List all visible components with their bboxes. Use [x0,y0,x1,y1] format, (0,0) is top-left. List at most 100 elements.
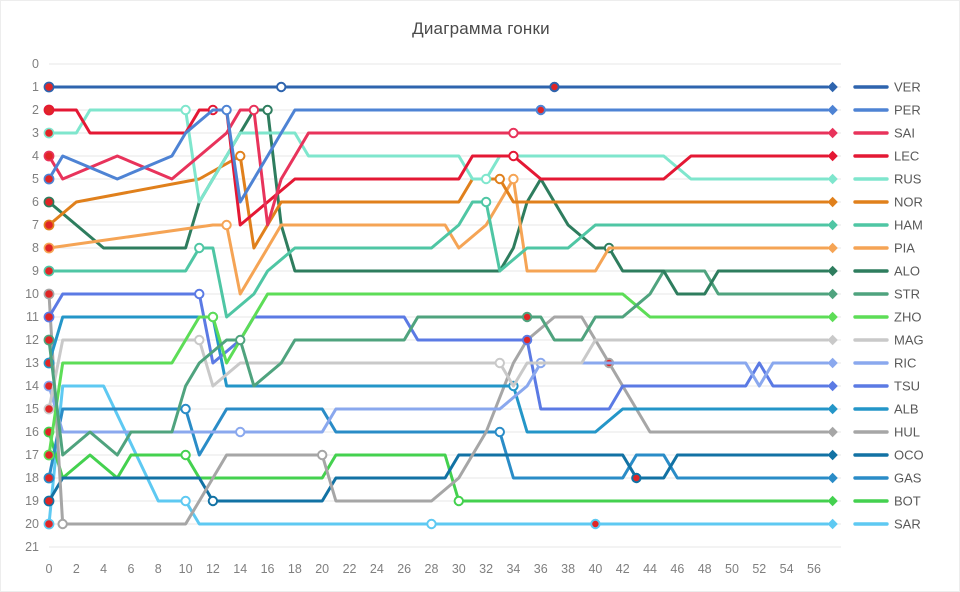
pit-marker-white-BOT [180,449,191,461]
start-marker-VER [43,81,55,93]
pit-marker-white-PIA [221,219,232,231]
legend-label-ALB: ALB [894,402,919,417]
y-axis-tick-label: 17 [25,448,39,462]
pit-marker-white-SAI [248,104,260,116]
race-trace-HUL [47,292,830,526]
start-marker-TSU [43,311,55,323]
x-axis-tick-label: 26 [397,562,411,576]
x-axis-tick-label: 36 [534,562,548,576]
finish-diamond-PIA [827,242,838,254]
start-marker-LEC [43,104,55,116]
x-axis-tick-label: 42 [616,562,630,576]
legend-label-STR: STR [894,287,920,302]
race-trace-HAM [47,200,830,319]
start-marker-RUS [43,127,55,139]
race-trace-RIC [47,361,830,434]
pit-marker-white-HAM [480,196,492,208]
x-axis-tick-label: 10 [179,562,193,576]
finish-diamond-VER [827,81,838,93]
pit-marker-white-LEC [508,150,519,162]
legend-label-ZHO: ZHO [894,310,921,325]
race-trace-LEC [47,108,830,227]
start-marker-PER [43,173,55,185]
y-axis-tick-label: 11 [26,310,39,324]
race-trace-GAS [47,407,830,480]
legend-label-PER: PER [894,103,921,118]
x-axis-tick-label: 22 [343,562,357,576]
race-trace-NOR [47,154,830,250]
finish-diamond-ALB [827,403,838,415]
finish-diamond-SAI [827,127,838,139]
y-axis-tick-label: 6 [32,195,39,209]
start-marker-HAM [43,265,55,277]
x-axis-tick-label: 52 [752,562,766,576]
race-trace-RUS [47,108,830,204]
pit-marker-white-ALO [262,104,273,116]
finish-diamond-GAS [827,472,838,484]
x-axis-tick-label: 24 [370,562,384,576]
race-trace-STR [47,269,830,457]
pit-marker-red-SAR [590,518,601,530]
x-axis-tick-label: 8 [155,562,162,576]
race-trace-ALB [47,315,830,434]
legend-label-VER: VER [894,80,921,95]
race-trace-PIA [47,177,830,296]
legend-label-ALO: ALO [894,264,920,279]
y-axis-tick-label: 1 [32,80,39,94]
y-axis-tick-label: 9 [32,264,39,278]
finish-diamond-RUS [827,173,838,185]
x-axis-tick-label: 56 [807,562,821,576]
x-axis-tick-label: 16 [261,562,275,576]
y-axis-tick-label: 15 [25,402,39,416]
y-axis-tick-label: 5 [32,172,39,186]
legend-label-BOT: BOT [894,494,921,509]
pit-marker-white-NOR [494,173,505,185]
pit-marker-white-SAR [426,518,437,530]
x-axis-tick-label: 28 [425,562,439,576]
legend-label-LEC: LEC [894,149,919,164]
start-marker-ALO [43,196,55,208]
pit-marker-white-GAS [494,426,505,438]
y-axis-tick-label: 20 [25,517,39,531]
y-axis-tick-label: 12 [25,333,39,347]
x-axis-tick-label: 2 [73,562,80,576]
y-axis-tick-label: 2 [32,103,39,117]
legend-label-RUS: RUS [894,172,922,187]
y-axis-tick-label: 4 [32,149,39,163]
pit-marker-white-SAI [508,127,519,139]
finish-diamond-TSU [827,380,838,392]
start-marker-NOR [43,219,55,231]
x-axis-tick-label: 4 [100,562,107,576]
y-axis-tick-label: 7 [32,218,39,232]
pit-marker-white-STR [235,334,246,346]
pit-marker-red-STR [521,311,533,323]
pit-marker-white-OCO [207,495,219,507]
pit-marker-white-BOT [453,495,464,507]
pit-marker-red-OCO [631,472,642,484]
legend-label-SAR: SAR [894,517,921,532]
race-trace-PER [47,108,830,204]
pit-marker-white-PER [221,104,232,116]
race-trace-SAR [47,384,830,526]
start-marker-MAG [43,403,55,415]
finish-diamond-RIC [827,357,838,369]
start-marker-GAS [43,472,55,484]
pit-marker-white-MAG [194,334,205,346]
x-axis-tick-label: 30 [452,562,466,576]
start-marker-STR [43,334,55,346]
y-axis-tick-label: 3 [32,126,39,140]
pit-marker-white-TSU [194,288,205,300]
legend-label-MAG: MAG [894,333,924,348]
finish-diamond-HAM [827,219,838,231]
legend-label-PIA: PIA [894,241,915,256]
legend-label-TSU: TSU [894,379,920,394]
start-marker-SAI [43,150,55,162]
x-axis-tick-label: 40 [588,562,602,576]
pit-marker-white-RUS [480,173,492,185]
start-marker-SAR [43,518,55,530]
y-axis-tick-label: 21 [25,540,39,554]
x-axis-tick-label: 38 [561,562,575,576]
pit-marker-white-SAR [180,495,191,507]
